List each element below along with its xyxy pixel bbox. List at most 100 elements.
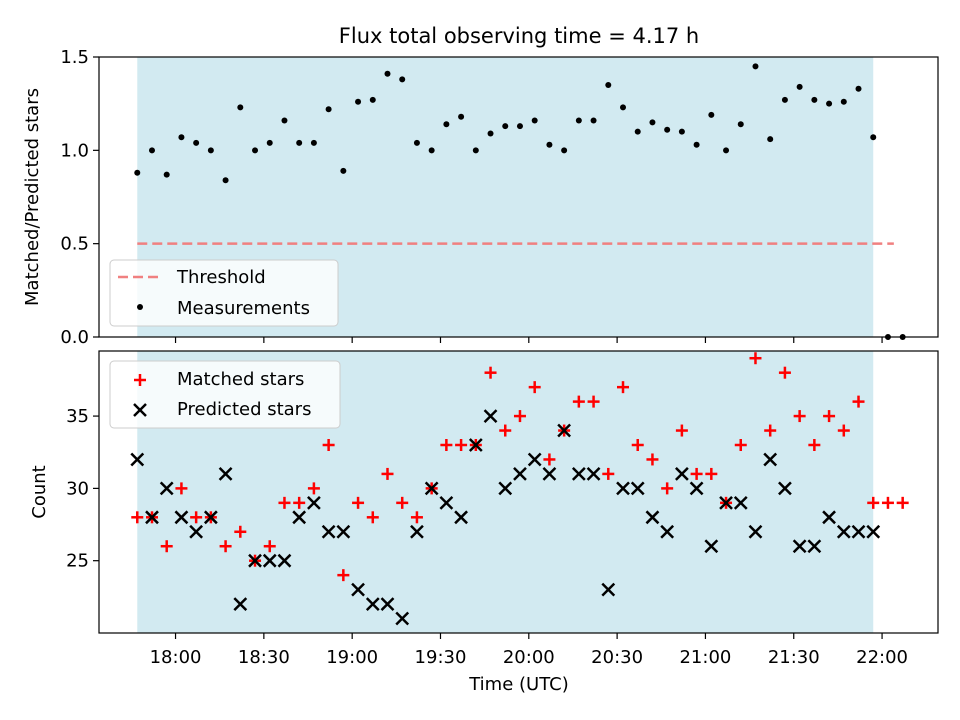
measurement-point [811, 96, 818, 103]
ratio-x-axis-ticks [174, 337, 883, 343]
count-y-axis-label: Count [29, 465, 50, 518]
predicted-star-marker [424, 481, 439, 496]
predicted-star-marker [336, 524, 351, 539]
matched-star-marker [705, 467, 718, 480]
predicted-star-marker [763, 452, 778, 467]
legend-predicted-label: Predicted stars [177, 399, 311, 420]
predicted-star-marker [292, 510, 307, 525]
matched-star-marker [837, 424, 850, 437]
predicted-star-marker [174, 510, 189, 525]
predicted-star-marker [277, 553, 292, 568]
measurement-point [840, 98, 847, 105]
matched-star-marker [646, 453, 659, 466]
matched-star-marker [381, 467, 394, 480]
matched-star-marker [484, 366, 497, 379]
legend-threshold-label: Threshold [176, 267, 266, 288]
measurement-point [355, 98, 362, 105]
predicted-star-marker [248, 553, 262, 568]
measurement-point [207, 147, 214, 154]
measurement-point [634, 128, 641, 135]
measurement-point [266, 139, 273, 146]
predicted-star-marker [542, 467, 557, 481]
matched-star-marker [690, 467, 703, 480]
measurement-point [767, 136, 774, 143]
predicted-star-markers [130, 409, 881, 626]
matched-star-marker [793, 410, 806, 423]
predicted-star-marker [351, 582, 365, 597]
measurement-point [561, 147, 568, 154]
matched-star-marker [278, 496, 291, 509]
count-x-tick-label: 18:30 [238, 647, 290, 668]
predicted-star-marker [822, 510, 836, 525]
predicted-star-marker [733, 495, 748, 510]
legend-matched-swatch [134, 374, 146, 386]
matched-star-marker [160, 540, 173, 553]
matched-star-marker [322, 439, 335, 451]
predicted-star-marker [645, 510, 660, 525]
measurement-point [252, 147, 259, 154]
measurement-points [134, 63, 906, 340]
measurement-point [516, 123, 523, 130]
matched-star-marker [234, 525, 247, 538]
predicted-star-marker [321, 524, 336, 539]
ratio-y-axis-ticks: 0.0 0.5 1.0 1.5 [60, 47, 99, 348]
matched-star-marker [410, 511, 423, 524]
matched-star-marker [366, 511, 379, 524]
measurement-point [443, 121, 450, 128]
predicted-star-marker [748, 524, 763, 539]
predicted-star-marker [792, 539, 807, 554]
matched-star-marker [852, 395, 865, 408]
count-x-tick-label: 19:30 [415, 647, 467, 668]
matched-star-marker [617, 381, 630, 394]
matched-star-marker [749, 352, 762, 365]
measurement-point [737, 121, 744, 128]
measurement-point [708, 111, 715, 118]
predicted-star-marker [483, 409, 498, 423]
measurement-point [178, 134, 185, 141]
predicted-star-marker [218, 467, 233, 481]
count-x-tick-label: 18:00 [150, 647, 202, 668]
measurement-point [193, 139, 200, 146]
measurement-point [826, 100, 833, 107]
ratio-y-tick-label: 1.0 [60, 140, 89, 161]
predicted-star-marker [601, 582, 616, 597]
measurement-point [693, 141, 700, 148]
predicted-star-marker [866, 524, 881, 539]
predicted-star-marker [719, 495, 733, 510]
count-x-tick-label: 20:30 [591, 647, 643, 668]
ratio-y-tick-label: 1.5 [60, 47, 89, 68]
measurement-point [664, 126, 671, 133]
measurement-point [649, 119, 656, 126]
measurement-point [678, 128, 685, 135]
measurement-point [855, 85, 862, 92]
count-legend: Matched stars Predicted stars [109, 360, 341, 429]
measurement-point [296, 139, 303, 146]
predicted-star-marker [145, 510, 159, 525]
ratio-y-tick-label: 0.0 [60, 327, 89, 348]
measurement-point [472, 147, 479, 154]
predicted-star-marker [365, 597, 380, 611]
predicted-star-marker [307, 495, 321, 510]
measurement-point [428, 147, 435, 154]
matched-star-marker [352, 496, 365, 509]
measurement-point [369, 96, 376, 103]
matched-star-marker [263, 540, 276, 553]
count-x-axis-ticks: 18:00 18:30 19:00 19:30 20:00 20:30 21:00 21:30… [150, 633, 908, 668]
matched-star-marker [896, 496, 909, 509]
matched-star-marker [823, 410, 836, 423]
chart-title: Flux total observing time = 4.17 h [339, 24, 699, 48]
count-panel: 25 30 35 18:00 18:30 19:00 19:30 20:00 20:30 21:… [29, 350, 939, 695]
count-y-tick-label: 30 [66, 478, 89, 499]
measurement-point [222, 177, 229, 184]
predicted-star-marker [395, 611, 410, 626]
predicted-star-marker [527, 452, 542, 467]
matched-star-marker [734, 439, 747, 451]
matched-star-marker [307, 482, 320, 495]
measurement-point [413, 139, 420, 146]
predicted-star-marker [836, 524, 851, 539]
measurement-point [134, 169, 141, 176]
predicted-star-marker [233, 597, 248, 611]
predicted-star-marker [675, 467, 689, 481]
measurement-point [148, 147, 155, 154]
count-plot-frame [98, 350, 939, 634]
